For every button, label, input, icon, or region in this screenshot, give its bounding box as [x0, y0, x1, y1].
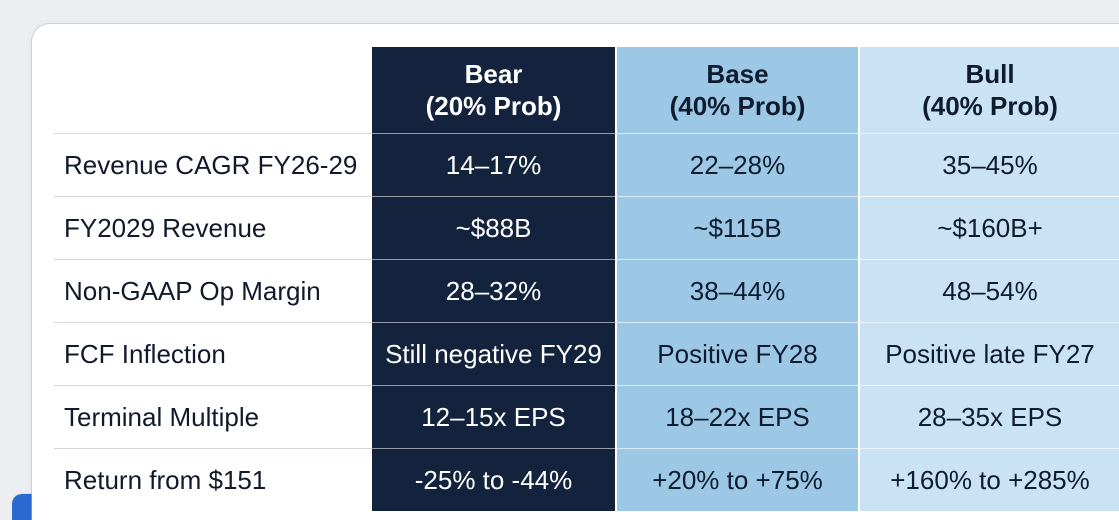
column-header-probability: (40% Prob) — [922, 91, 1058, 121]
cell-bull: 28–35x EPS — [858, 385, 1119, 448]
cell-bear: 28–32% — [372, 259, 615, 322]
cell-base: ~$115B — [615, 196, 858, 259]
row-label: Return from $151 — [54, 448, 372, 511]
table-corner — [54, 47, 372, 133]
scenario-table-card: Bear (20% Prob) Base (40% Prob) Bull (40… — [32, 24, 1119, 520]
cell-bear: 12–15x EPS — [372, 385, 615, 448]
column-header-probability: (40% Prob) — [669, 91, 806, 121]
cell-base: +20% to +75% — [615, 448, 858, 511]
row-label: FY2029 Revenue — [54, 196, 372, 259]
cell-base: Positive FY28 — [615, 322, 858, 385]
cell-bull: ~$160B+ — [858, 196, 1119, 259]
cell-bull: 48–54% — [858, 259, 1119, 322]
column-header-bull: Bull (40% Prob) — [858, 47, 1119, 133]
column-header-name: Bear — [464, 59, 523, 89]
cell-base: 22–28% — [615, 133, 858, 196]
column-header-probability: (20% Prob) — [425, 91, 562, 121]
scenario-table: Bear (20% Prob) Base (40% Prob) Bull (40… — [54, 47, 1119, 511]
cell-bull: +160% to +285% — [858, 448, 1119, 511]
cell-bull: Positive late FY27 — [858, 322, 1119, 385]
column-header-bear: Bear (20% Prob) — [372, 47, 615, 133]
column-header-base: Base (40% Prob) — [615, 47, 858, 133]
column-header-name: Base — [706, 59, 769, 89]
cell-base: 18–22x EPS — [615, 385, 858, 448]
cell-bull: 35–45% — [858, 133, 1119, 196]
cell-bear: -25% to -44% — [372, 448, 615, 511]
cell-base: 38–44% — [615, 259, 858, 322]
column-header-name: Bull — [965, 59, 1015, 89]
cell-bear: 14–17% — [372, 133, 615, 196]
row-label: FCF Inflection — [54, 322, 372, 385]
row-label: Revenue CAGR FY26-29 — [54, 133, 372, 196]
cell-bear: ~$88B — [372, 196, 615, 259]
row-label: Non-GAAP Op Margin — [54, 259, 372, 322]
row-label: Terminal Multiple — [54, 385, 372, 448]
cell-bear: Still negative FY29 — [372, 322, 615, 385]
